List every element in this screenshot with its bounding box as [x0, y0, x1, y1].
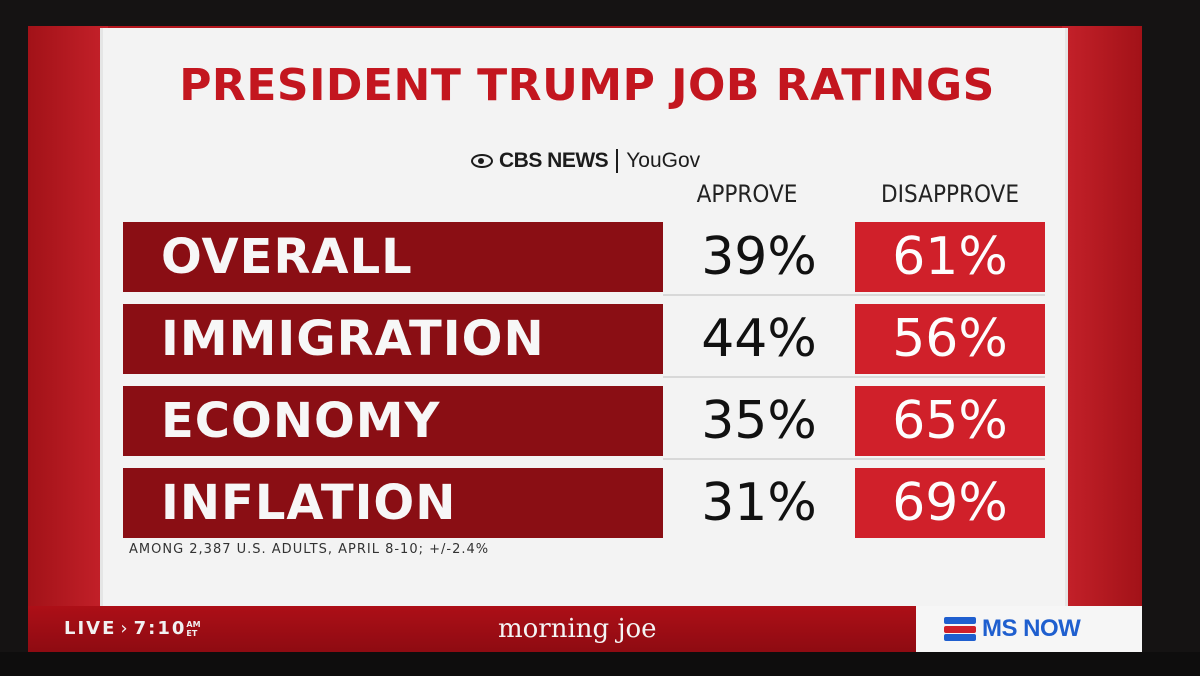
poll-sources: CBS NEWS YouGov: [471, 148, 700, 174]
approve-value: 35%: [701, 391, 817, 451]
time-zone: ET: [186, 629, 198, 638]
lower-third: LIVE › 7:10AM ET morning joe MS NOW: [28, 606, 1142, 652]
disapprove-value: 69%: [855, 468, 1045, 538]
tv-screen: PRESIDENT TRUMP JOB RATINGS CBS NEWS You…: [28, 26, 1142, 652]
tv-bezel-bottom: [0, 652, 1200, 676]
rating-row-overall: OVERALL 39% 61%: [123, 222, 1045, 296]
approve-value: 31%: [701, 473, 817, 533]
rating-label: IMMIGRATION: [123, 304, 663, 374]
broadcast-time: 7:10: [133, 618, 187, 639]
network-logo: MS NOW: [916, 606, 1142, 652]
disapprove-value: 65%: [855, 386, 1045, 456]
approve-header: APPROVE: [696, 180, 798, 208]
poll-footnote: AMONG 2,387 U.S. ADULTS, APRIL 8-10; +/-…: [129, 542, 490, 557]
ms-now-flag-icon: [944, 617, 976, 641]
row-divider: [663, 376, 1045, 378]
disapprove-value: 61%: [855, 222, 1045, 292]
row-divider: [663, 294, 1045, 296]
background-left: [28, 26, 108, 606]
network-name: MS NOW: [982, 615, 1081, 642]
show-name: morning joe: [498, 614, 657, 644]
source-divider: [616, 149, 619, 173]
rating-row-economy: ECONOMY 35% 65%: [123, 386, 1045, 460]
rating-row-inflation: INFLATION 31% 69%: [123, 468, 1045, 538]
rating-label: OVERALL: [123, 222, 663, 292]
rating-row-immigration: IMMIGRATION 44% 56%: [123, 304, 1045, 378]
approve-value: 39%: [701, 227, 817, 287]
source-yougov: YouGov: [626, 149, 701, 172]
rating-label: ECONOMY: [123, 386, 663, 456]
source-cbs: CBS NEWS: [499, 149, 609, 172]
poll-graphic: PRESIDENT TRUMP JOB RATINGS CBS NEWS You…: [100, 28, 1068, 608]
graphic-title: PRESIDENT TRUMP JOB RATINGS: [179, 60, 995, 111]
row-divider: [663, 458, 1045, 460]
approve-value: 44%: [701, 309, 817, 369]
time-ampm: AM: [186, 620, 201, 629]
live-indicator: LIVE › 7:10AM ET: [64, 606, 201, 652]
cbs-eye-icon: [471, 154, 493, 168]
live-label: LIVE: [64, 618, 117, 639]
rating-label: INFLATION: [123, 468, 663, 538]
chevron-right-icon: ›: [120, 618, 130, 639]
time-suffix: AM ET: [186, 620, 200, 638]
lower-third-band: [28, 606, 916, 652]
disapprove-value: 56%: [855, 304, 1045, 374]
disapprove-header: DISAPPROVE: [881, 180, 1019, 208]
background-right: [1062, 26, 1142, 606]
